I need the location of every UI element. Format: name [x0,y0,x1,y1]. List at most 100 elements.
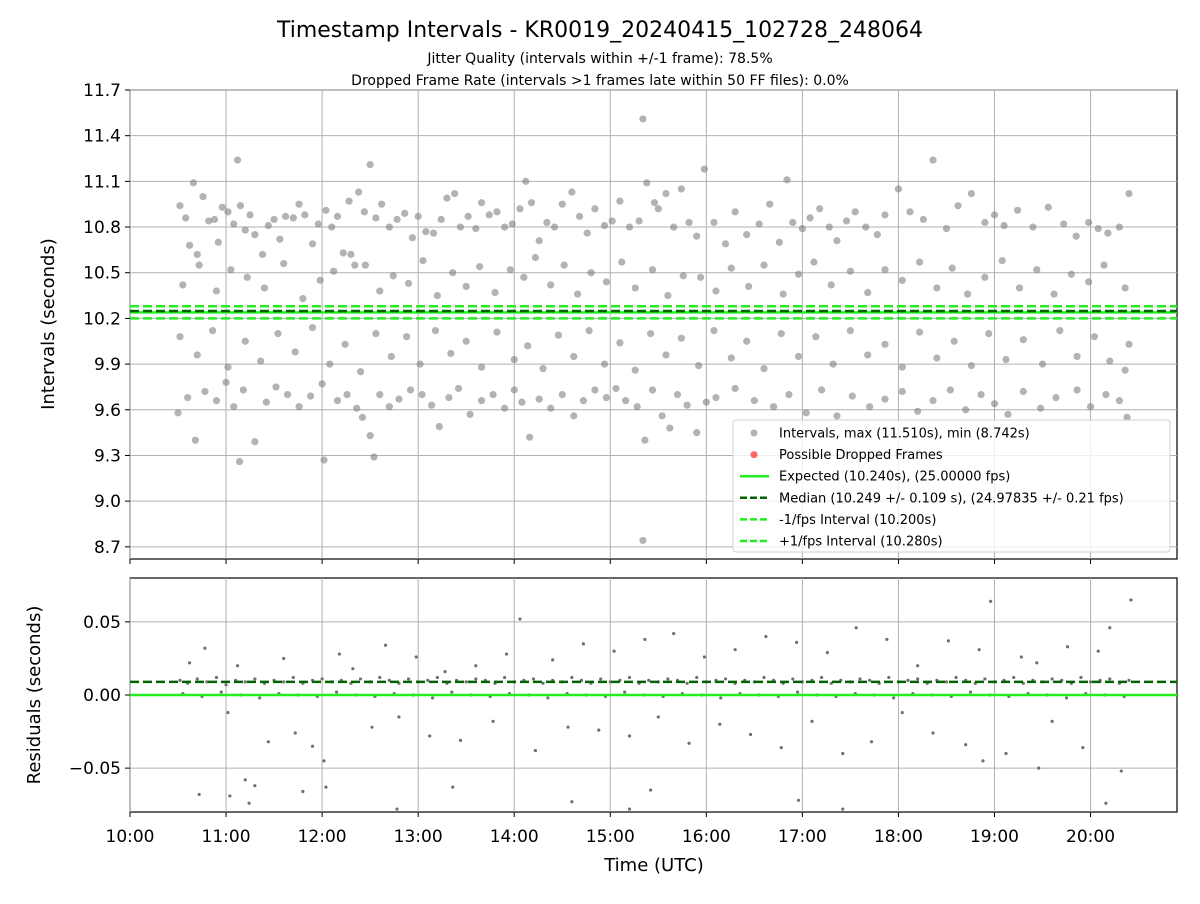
interval-point [1123,413,1131,421]
residual-point [931,731,935,735]
interval-point [727,354,735,362]
interval-point [456,223,465,231]
interval-point [700,165,709,173]
interval-point [339,249,347,257]
interval-point [881,266,889,274]
interval-point [842,217,851,225]
interval-point [182,214,190,222]
intervals-y-axis-label: Intervals (seconds) [38,238,59,410]
residual-point [282,656,286,661]
residual-point [464,680,468,684]
residual-point [426,678,430,682]
interval-point [1100,261,1108,269]
residual-point [566,725,570,729]
interval-point [282,212,290,220]
interval-point [318,380,326,388]
interval-point [408,234,417,242]
interval-point [428,401,436,409]
residual-point [627,807,632,811]
interval-point [862,223,870,231]
residual-point [243,680,247,684]
interval-point [600,360,609,368]
residual-point [719,696,723,700]
interval-point [933,284,941,292]
interval-point [330,267,338,275]
interval-point [205,217,213,225]
interval-point [347,250,355,259]
residual-point [383,643,388,647]
interval-point [677,334,685,342]
interval-point [370,453,378,461]
residual-point [858,677,862,681]
residual-point [968,690,973,694]
legend-label: -1/fps Interval (10.200s) [779,513,936,528]
residual-point [1050,719,1054,723]
residual-point [428,734,432,738]
interval-point [954,202,962,210]
residual-point [1064,696,1069,700]
residual-point [443,670,447,674]
residuals-reference-lines [130,680,1177,697]
intervals-reference-lines [130,304,1177,320]
interval-point [794,270,803,278]
interval-point [466,410,474,418]
interval-point [721,240,730,248]
interval-point [1115,397,1123,405]
interval-point [833,237,841,245]
interval-point [174,409,182,417]
interval-point [990,211,999,219]
interval-point [731,384,739,393]
interval-point [176,333,184,341]
interval-point [295,403,303,411]
legend: Intervals, max (11.510s), min (8.742s) Po… [732,419,1171,553]
interval-point [301,211,309,219]
interval-point [389,272,397,280]
interval-point [472,224,480,233]
interval-point [518,398,526,406]
residual-point [195,677,199,681]
interval-point [535,395,543,403]
legend-marker [750,429,758,437]
interval-point [351,261,359,269]
interval-point [462,282,470,291]
residual-point [795,640,799,644]
residual-point [1104,801,1108,805]
residual-point [983,677,987,681]
interval-point [493,208,501,216]
interval-point [779,290,787,298]
interval-point [372,214,380,222]
residual-point [825,650,829,655]
residual-point [570,800,574,804]
residual-point [1035,661,1039,665]
residual-point [1129,598,1133,602]
interval-point [1038,360,1047,368]
residual-point [337,652,341,656]
residual-point [518,617,522,621]
interval-point [506,266,514,274]
interval-point [1125,340,1133,348]
residual-point [916,664,920,668]
interval-point [919,215,928,224]
residual-point [885,637,889,642]
interval-point [662,351,670,359]
interval-point [501,223,509,231]
interval-point [443,194,451,202]
interval-point [1090,333,1098,341]
interval-point [179,281,187,289]
interval-point [476,263,484,271]
interval-point [345,197,353,205]
interval-point [712,287,720,295]
interval-point [272,383,280,391]
interval-point [326,360,334,368]
interval-point [915,328,924,336]
interval-point [543,218,551,227]
residual-point [597,728,601,732]
residual-point [219,690,223,694]
interval-point [1115,223,1123,231]
interval-point [673,390,682,399]
interval-point [873,231,881,239]
residual-point [395,807,399,811]
interval-point [230,220,238,228]
residual-point [430,696,435,700]
interval-point [333,212,342,220]
